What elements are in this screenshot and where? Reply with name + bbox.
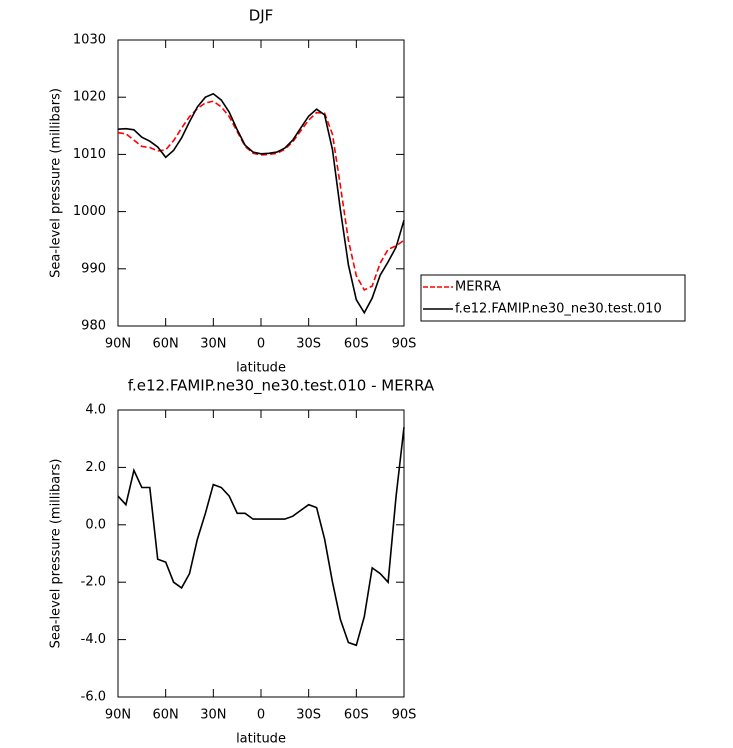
legend-box <box>420 274 686 322</box>
x-tick-label: 30N <box>200 708 226 723</box>
data-line <box>117 427 405 647</box>
x-tick-label: 60N <box>153 337 179 352</box>
y-axis-label: Sea-level pressure (millibars) <box>49 88 64 278</box>
plot-frame <box>117 39 405 327</box>
y-tick-label: 990 <box>81 261 106 276</box>
y-axis-label: Sea-level pressure (millibars) <box>49 459 64 649</box>
y-tick-label: 0.0 <box>85 517 106 532</box>
y-tick-label: 1000 <box>73 204 106 219</box>
y-tick-label: 1030 <box>73 33 106 48</box>
axes <box>117 409 405 698</box>
data-line <box>117 92 405 315</box>
x-tick-label: 0 <box>257 337 265 352</box>
legend-label: f.e12.FAMIP.ne30_ne30.test.010 <box>455 302 662 317</box>
x-tick-label: 90N <box>105 708 131 723</box>
x-tick-label: 30N <box>200 337 226 352</box>
x-tick-label: 60N <box>153 708 179 723</box>
x-tick-label: 90N <box>105 337 131 352</box>
y-tick-label: 1020 <box>73 90 106 105</box>
x-tick-label: 90S <box>392 708 417 723</box>
x-axis-label: latitude <box>236 361 286 376</box>
x-tick-label: 30S <box>296 708 321 723</box>
y-tick-label: -4.0 <box>81 632 106 647</box>
y-tick-label: 980 <box>81 319 106 334</box>
chart-title: f.e12.FAMIP.ne30_ne30.test.010 - MERRA <box>128 377 435 396</box>
x-tick-label: 0 <box>257 708 265 723</box>
plot-frame <box>117 409 405 698</box>
chart-title: DJF <box>249 7 274 25</box>
x-tick-label: 90S <box>392 337 417 352</box>
y-tick-label: 2.0 <box>85 460 106 475</box>
y-tick-label: -6.0 <box>81 690 106 705</box>
y-tick-label: 4.0 <box>85 403 106 418</box>
y-tick-label: -2.0 <box>81 575 106 590</box>
x-axis-label: latitude <box>236 732 286 747</box>
x-tick-label: 60S <box>344 708 369 723</box>
x-tick-label: 60S <box>344 337 369 352</box>
x-tick-label: 30S <box>296 337 321 352</box>
data-line <box>117 100 405 292</box>
y-tick-label: 1010 <box>73 147 106 162</box>
legend-label: MERRA <box>455 280 501 295</box>
